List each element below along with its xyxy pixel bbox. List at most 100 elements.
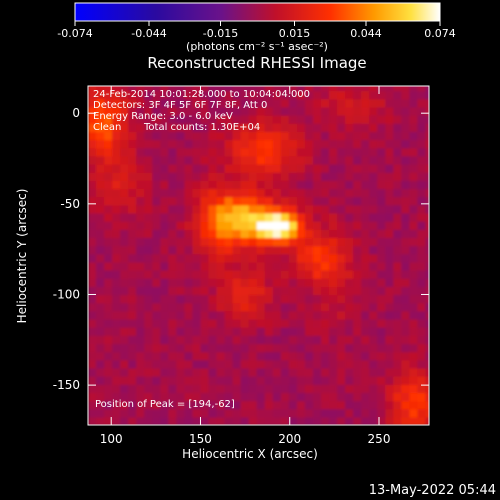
heatmap-cell [417, 221, 426, 230]
heatmap-cell [184, 172, 193, 181]
heatmap-cell [353, 359, 362, 369]
heatmap-cell [160, 221, 169, 230]
heatmap-cell [280, 245, 290, 255]
heatmap-cell [200, 155, 210, 165]
colorbar-tick-label: 0.044 [350, 27, 382, 40]
heatmap-cell [345, 155, 354, 165]
heatmap-cell [313, 131, 322, 141]
heatmap-cell [232, 310, 242, 320]
annotation-time-range: 24-Feb-2014 10:01:28.000 to 10:04:04.000 [93, 89, 310, 100]
heatmap-cell [385, 359, 394, 369]
heatmap-cell [280, 196, 290, 206]
heatmap-cell [417, 139, 426, 149]
heatmap-cell [256, 384, 266, 393]
heatmap-cell [88, 196, 97, 206]
heatmap-cell [192, 261, 201, 271]
heatmap-cell [136, 408, 145, 418]
heatmap-cell [369, 351, 378, 361]
heatmap-cell [353, 212, 362, 222]
heatmap-cell [256, 270, 266, 279]
heatmap-cell [168, 318, 177, 328]
heatmap-cell [393, 400, 402, 410]
heatmap-cell [296, 86, 306, 92]
heatmap-cell [232, 188, 242, 198]
heatmap-cell [136, 318, 145, 328]
heatmap-cell [96, 400, 105, 410]
heatmap-cell [216, 416, 226, 425]
heatmap-cell [208, 172, 218, 181]
heatmap-cell [112, 237, 121, 247]
heatmap-cell [288, 384, 298, 393]
heatmap-cell [304, 310, 314, 320]
heatmap-cell [248, 261, 258, 271]
heatmap-cell [136, 335, 145, 345]
heatmap-cell [401, 237, 410, 247]
heatmap-cell [385, 90, 394, 100]
heatmap-cell [104, 131, 113, 141]
heatmap-cell [96, 416, 105, 425]
heatmap-cell [112, 155, 121, 165]
heatmap-cell [120, 318, 129, 328]
heatmap-cell [417, 188, 426, 198]
heatmap-cell [200, 286, 210, 296]
heatmap-cell [184, 286, 193, 296]
heatmap-cell [353, 343, 362, 353]
heatmap-cell [160, 212, 169, 222]
heatmap-cell [224, 384, 234, 393]
heatmap-cell [401, 343, 410, 353]
heatmap-cell [208, 221, 218, 230]
heatmap-cell [144, 196, 153, 206]
heatmap-cell [248, 253, 258, 263]
heatmap-cell [192, 204, 201, 214]
heatmap-cell [296, 335, 306, 345]
heatmap-cell [321, 302, 330, 312]
heatmap-cell [224, 90, 234, 100]
heatmap-cell [136, 327, 145, 336]
heatmap-cell [248, 376, 258, 385]
heatmap-cell [353, 106, 362, 116]
heatmap-cell [112, 392, 121, 402]
heatmap-cell [104, 400, 113, 410]
heatmap-cell [329, 131, 338, 141]
heatmap-cell [264, 327, 274, 336]
heatmap-cell [385, 384, 394, 393]
heatmap-cell [401, 367, 410, 377]
heatmap-cell [264, 392, 274, 402]
heatmap-cell [152, 123, 161, 132]
heatmap-cell [288, 90, 298, 100]
heatmap-cell [329, 327, 338, 336]
heatmap-cell [112, 351, 121, 361]
heatmap-cell [353, 408, 362, 418]
heatmap-cell [361, 196, 370, 206]
heatmap-cell [256, 367, 266, 377]
heatmap-cell [232, 261, 242, 271]
heatmap-cell [256, 253, 266, 263]
heatmap-cell [337, 229, 346, 238]
heatmap-cell [216, 294, 226, 304]
heatmap-cell [248, 302, 258, 312]
heatmap-cell [112, 180, 121, 190]
heatmap-cell [224, 123, 234, 132]
heatmap-cell [345, 188, 354, 198]
heatmap-cell [329, 416, 338, 425]
heatmap-cell [321, 343, 330, 353]
heatmap-cell [96, 221, 105, 230]
heatmap-cell [248, 335, 258, 345]
heatmap-cell [160, 123, 169, 132]
heatmap-cell [104, 270, 113, 279]
heatmap-cell [377, 196, 386, 206]
heatmap-cell [393, 327, 402, 336]
heatmap-cell [361, 335, 370, 345]
heatmap-cell [224, 155, 234, 165]
heatmap-cell [176, 237, 185, 247]
heatmap-cell [425, 115, 429, 124]
heatmap-cell [288, 335, 298, 345]
heatmap-cell [160, 270, 169, 279]
heatmap-cell [304, 237, 314, 247]
heatmap-cell [168, 115, 177, 124]
heatmap-cell [184, 270, 193, 279]
heatmap-cell [369, 139, 378, 149]
heatmap-cell [425, 376, 429, 385]
heatmap-cell [88, 90, 97, 100]
heatmap-cell [128, 384, 137, 393]
